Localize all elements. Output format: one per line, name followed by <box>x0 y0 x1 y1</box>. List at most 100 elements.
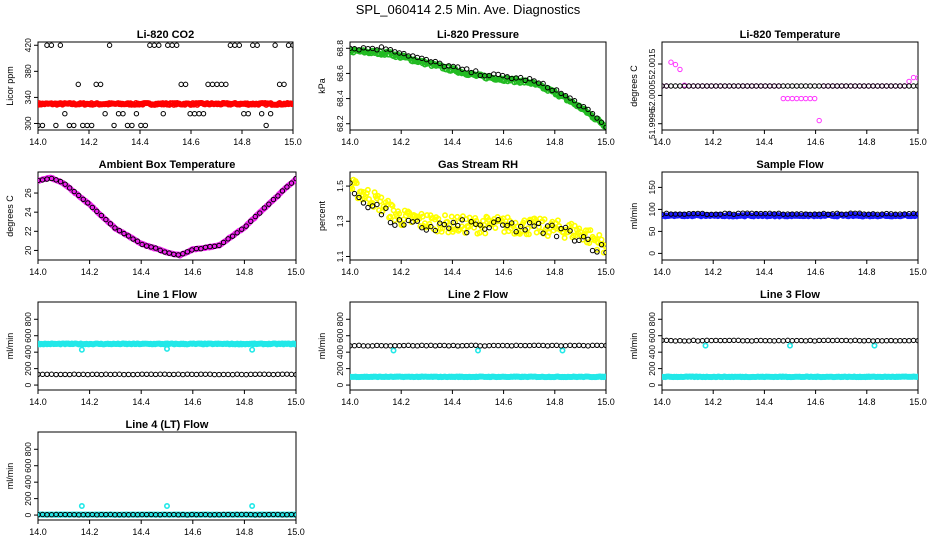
data-point <box>482 343 488 349</box>
data-point <box>495 216 501 223</box>
data-point <box>39 122 46 129</box>
data-point <box>184 371 191 377</box>
data-point <box>598 241 605 248</box>
data-point <box>57 178 64 185</box>
y-tick-label: 68.2 <box>335 115 345 132</box>
data-point <box>418 210 425 217</box>
y-tick-label: 300 <box>23 116 33 130</box>
data-point <box>387 343 394 349</box>
data-point <box>468 342 474 349</box>
data-point <box>387 213 394 220</box>
data-point <box>558 343 564 349</box>
x-tick-label: 14.6 <box>495 397 513 407</box>
data-point <box>529 222 536 229</box>
data-point <box>175 371 182 377</box>
data-point <box>350 185 356 192</box>
data-point <box>139 371 145 377</box>
series-dense <box>38 174 296 259</box>
y-tick-label: 600 <box>23 458 33 472</box>
data-point <box>910 74 917 81</box>
data-point <box>157 371 163 377</box>
panel-title: Gas Stream RH <box>438 159 518 171</box>
data-point <box>124 122 131 129</box>
data-point <box>187 111 193 117</box>
series-dense <box>350 46 606 130</box>
x-tick-label: 14.8 <box>233 137 251 147</box>
data-point <box>419 342 425 349</box>
data-point <box>103 371 109 377</box>
data-point <box>365 343 371 349</box>
data-point <box>504 74 510 80</box>
data-point <box>753 337 760 344</box>
data-point <box>820 337 827 344</box>
data-point <box>151 42 158 48</box>
data-point <box>508 343 515 349</box>
data-point <box>85 371 91 378</box>
x-tick-label: 15.0 <box>597 397 615 407</box>
data-point <box>356 194 362 201</box>
x-tick-label: 14.4 <box>444 397 462 407</box>
data-point <box>410 343 416 349</box>
y-tick-label: 20 <box>23 245 33 255</box>
data-point <box>785 337 791 344</box>
data-point <box>53 177 59 183</box>
data-point <box>897 338 903 344</box>
data-point <box>571 342 578 349</box>
y-axis-label: percent <box>317 200 327 231</box>
data-point <box>767 83 773 89</box>
data-point <box>870 83 876 89</box>
data-point <box>360 343 367 349</box>
data-point <box>455 64 461 70</box>
data-point <box>553 233 560 240</box>
data-point <box>789 95 795 102</box>
data-point <box>254 42 260 48</box>
data-point <box>749 338 755 344</box>
data-point <box>62 371 68 378</box>
data-point <box>576 342 582 348</box>
data-point <box>702 342 709 349</box>
x-tick-label: 15.0 <box>909 397 927 407</box>
series-sparse <box>38 42 293 129</box>
data-point <box>374 342 380 349</box>
data-point <box>245 111 251 117</box>
data-point <box>495 71 501 78</box>
panel-title: Line 1 Flow <box>137 289 197 301</box>
data-point <box>668 59 674 65</box>
data-point <box>57 42 64 48</box>
data-point <box>704 337 710 344</box>
data-point <box>102 111 108 117</box>
series-sparse <box>350 180 606 256</box>
data-point <box>874 83 881 89</box>
data-point <box>535 224 542 231</box>
y-tick-label: 600 <box>23 328 33 342</box>
y-tick-label: 0 <box>23 512 33 517</box>
data-point <box>717 337 724 344</box>
panel-title: Li-820 CO2 <box>137 29 194 41</box>
data-point <box>798 83 804 89</box>
data-point <box>351 343 358 349</box>
data-point <box>883 338 890 344</box>
y-tick-label: 800 <box>23 312 33 326</box>
data-point <box>180 371 186 378</box>
data-point <box>910 337 917 344</box>
data-point <box>798 337 804 344</box>
data-point <box>103 216 109 223</box>
y-axis-label: ml/min <box>629 333 639 360</box>
data-point <box>374 47 380 53</box>
data-point <box>526 219 533 226</box>
data-point <box>66 185 73 191</box>
data-point <box>571 98 578 104</box>
x-tick-label: 14.2 <box>80 137 98 147</box>
plot-frame <box>349 41 607 131</box>
data-point <box>459 213 466 220</box>
data-point <box>450 342 456 349</box>
data-point <box>378 194 385 201</box>
data-point <box>533 229 540 236</box>
data-point <box>553 342 560 349</box>
y-tick-label: 0 <box>647 382 657 387</box>
series-dense <box>38 340 296 353</box>
data-point <box>446 225 452 231</box>
data-point <box>423 227 430 233</box>
data-point <box>227 42 234 48</box>
data-point <box>749 83 755 89</box>
